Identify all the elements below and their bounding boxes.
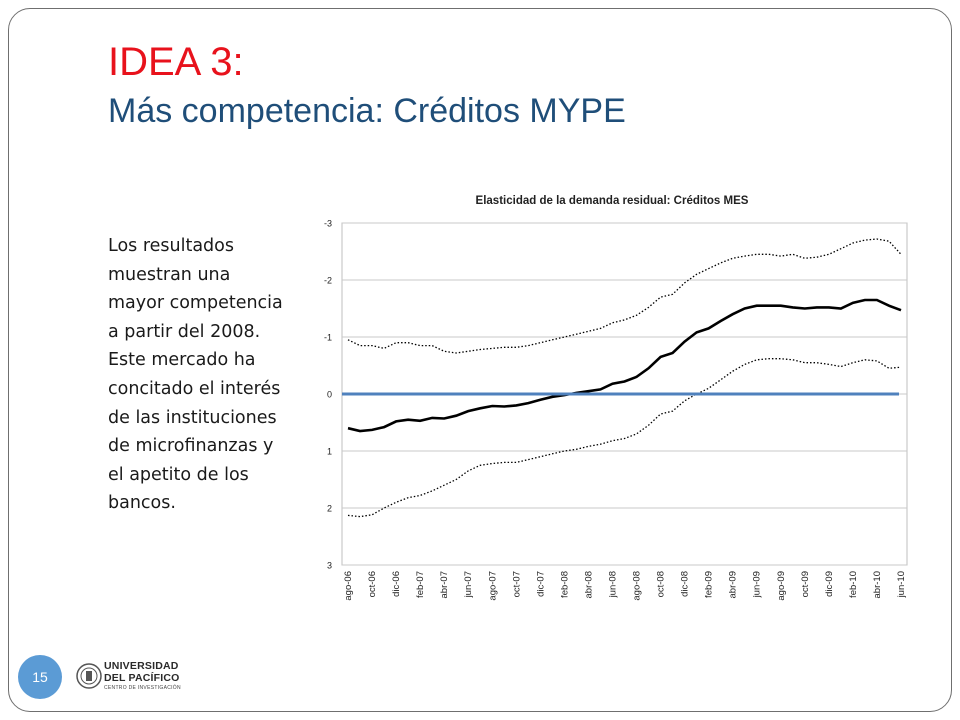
x-tick-label: jun-07 (463, 571, 474, 598)
x-tick-label: dic-07 (535, 571, 546, 597)
slide-title: IDEA 3: (108, 40, 244, 84)
x-tick-label: feb-07 (415, 571, 426, 598)
x-tick-label: ago-07 (487, 571, 498, 601)
slide-subtitle: Más competencia: Créditos MYPE (108, 92, 626, 130)
x-tick-label: oct-08 (656, 571, 667, 597)
y-tick-label: -1 (324, 333, 332, 343)
series-line-3 (347, 358, 902, 518)
x-tick-label: jun-09 (752, 571, 763, 598)
x-tick-label: dic-08 (680, 571, 691, 597)
x-tick-label: feb-09 (704, 571, 715, 598)
body-text: Los resultados muestran una mayor compet… (108, 236, 283, 514)
x-tick-label: feb-10 (848, 571, 859, 598)
series-line-2 (347, 238, 902, 354)
x-tick-label: abr-10 (872, 571, 883, 598)
x-tick-label: oct-06 (367, 571, 378, 597)
x-tick-label: abr-08 (583, 571, 594, 598)
x-tick-label: feb-08 (559, 571, 570, 598)
x-tick-label: jun-08 (607, 571, 618, 598)
y-tick-label: 0 (327, 390, 332, 400)
y-tick-label: 1 (327, 447, 332, 457)
x-tick-label: jun-10 (896, 571, 907, 598)
chart: Elasticidad de la demanda residual: Créd… (324, 195, 908, 601)
seal-icon (76, 663, 102, 689)
x-tick-label: oct-07 (511, 571, 522, 597)
logo-line1: UNIVERSIDAD (104, 660, 179, 672)
chart-title: Elasticidad de la demanda residual: Créd… (476, 195, 749, 207)
slide-frame (8, 8, 952, 712)
x-tick-label: abr-09 (728, 571, 739, 598)
page-number-badge: 15 (18, 655, 62, 699)
logo-line2: DEL PACÍFICO (104, 672, 180, 684)
x-tick-label: ago-06 (343, 571, 354, 601)
y-tick-label: -2 (324, 276, 332, 286)
x-tick-label: oct-09 (800, 571, 811, 597)
series-line-1 (347, 298, 902, 433)
x-tick-label: dic-09 (824, 571, 835, 597)
y-axis: -3 -2 -1 0 1 2 3 (324, 219, 332, 571)
x-tick-label: ago-08 (632, 571, 643, 601)
x-axis: ago-06 oct-06 dic-06 feb-07 abr-07 jun-07 ago-… (343, 571, 907, 601)
chart-series (342, 238, 902, 518)
university-logo: UNIVERSIDAD DEL PACÍFICO CENTRO DE INVES… (76, 657, 196, 697)
y-tick-label: 3 (327, 561, 332, 571)
y-tick-label: -3 (324, 219, 332, 229)
logo-line3: CENTRO DE INVESTIGACIÓN (104, 685, 181, 691)
x-tick-label: dic-06 (391, 571, 402, 597)
x-tick-label: ago-09 (776, 571, 787, 601)
y-tick-label: 2 (327, 504, 332, 514)
x-tick-label: abr-07 (439, 571, 450, 598)
